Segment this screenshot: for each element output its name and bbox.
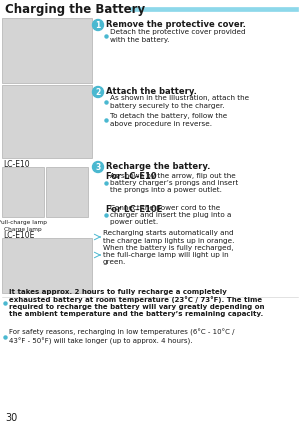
- Text: As shown in the illustration, attach the
battery securely to the charger.: As shown in the illustration, attach the…: [110, 95, 249, 109]
- Text: Charge lamp: Charge lamp: [4, 227, 42, 232]
- Text: For safety reasons, recharging in low temperatures (6°C - 10°C /
43°F - 50°F) wi: For safety reasons, recharging in low te…: [9, 329, 235, 345]
- Circle shape: [92, 86, 104, 97]
- Circle shape: [92, 19, 104, 30]
- Text: To detach the battery, follow the
above procedure in reverse.: To detach the battery, follow the above …: [110, 113, 227, 126]
- Text: As shown by the arrow, flip out the
battery charger’s prongs and insert
the pron: As shown by the arrow, flip out the batt…: [110, 173, 238, 193]
- Bar: [0, 0, 300, 18]
- Text: Full-charge lamp: Full-charge lamp: [0, 220, 47, 225]
- Bar: [2, 85, 92, 158]
- Text: When the battery is fully recharged,
the full-charge lamp will light up in
green: When the battery is fully recharged, the…: [103, 245, 233, 265]
- Text: LC-E10: LC-E10: [3, 160, 30, 169]
- Bar: [46, 167, 88, 217]
- Bar: [130, 7, 298, 11]
- Text: Charging the Battery: Charging the Battery: [5, 3, 145, 16]
- Circle shape: [92, 162, 104, 173]
- Text: 2: 2: [95, 88, 101, 96]
- Text: 3: 3: [95, 162, 101, 171]
- Text: LC-E10E: LC-E10E: [3, 231, 34, 240]
- Text: 30: 30: [5, 413, 17, 423]
- Text: It takes approx. 2 hours to fully recharge a completely
exhausted battery at roo: It takes approx. 2 hours to fully rechar…: [9, 288, 265, 317]
- Text: Recharging starts automatically and
the charge lamp lights up in orange.: Recharging starts automatically and the …: [103, 231, 234, 244]
- Text: Detach the protective cover provided
with the battery.: Detach the protective cover provided wit…: [110, 29, 246, 43]
- Bar: [2, 18, 92, 83]
- Text: 1: 1: [95, 20, 101, 30]
- Text: Remove the protective cover.: Remove the protective cover.: [106, 20, 246, 29]
- Bar: [2, 167, 44, 217]
- Text: Recharge the battery.: Recharge the battery.: [106, 162, 210, 171]
- Text: Attach the battery.: Attach the battery.: [106, 87, 197, 96]
- Bar: [2, 238, 92, 293]
- Text: For LC-E10E: For LC-E10E: [106, 205, 162, 214]
- Text: For LC-E10: For LC-E10: [106, 172, 157, 181]
- Text: Connect the power cord to the
charger and insert the plug into a
power outlet.: Connect the power cord to the charger an…: [110, 205, 231, 225]
